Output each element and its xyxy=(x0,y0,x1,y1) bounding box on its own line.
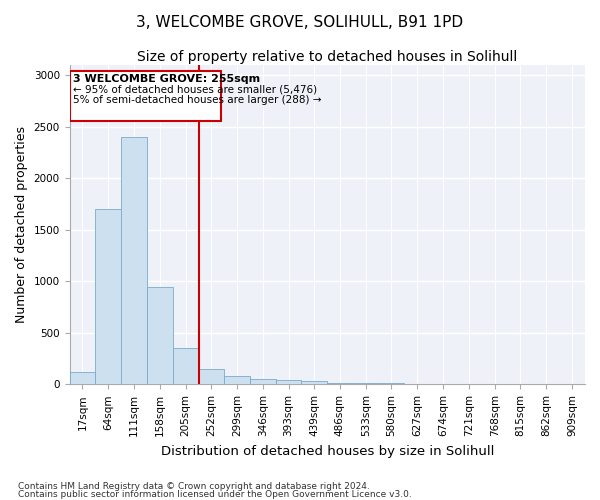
Bar xyxy=(327,383,353,384)
Text: 3 WELCOMBE GROVE: 255sqm: 3 WELCOMBE GROVE: 255sqm xyxy=(73,74,260,85)
Bar xyxy=(70,372,95,384)
Title: Size of property relative to detached houses in Solihull: Size of property relative to detached ho… xyxy=(137,50,517,64)
Text: ← 95% of detached houses are smaller (5,476): ← 95% of detached houses are smaller (5,… xyxy=(73,84,317,94)
Bar xyxy=(147,286,173,384)
Text: 5% of semi-detached houses are larger (288) →: 5% of semi-detached houses are larger (2… xyxy=(73,95,322,105)
Text: Contains HM Land Registry data © Crown copyright and database right 2024.: Contains HM Land Registry data © Crown c… xyxy=(18,482,370,491)
X-axis label: Distribution of detached houses by size in Solihull: Distribution of detached houses by size … xyxy=(161,444,494,458)
Text: Contains public sector information licensed under the Open Government Licence v3: Contains public sector information licen… xyxy=(18,490,412,499)
Bar xyxy=(95,210,121,384)
Bar xyxy=(173,348,199,384)
Y-axis label: Number of detached properties: Number of detached properties xyxy=(15,126,28,323)
Bar xyxy=(121,137,147,384)
Bar xyxy=(70,72,221,121)
Bar xyxy=(224,376,250,384)
Bar xyxy=(250,378,276,384)
Bar xyxy=(301,381,327,384)
Text: 3, WELCOMBE GROVE, SOLIHULL, B91 1PD: 3, WELCOMBE GROVE, SOLIHULL, B91 1PD xyxy=(136,15,464,30)
Bar xyxy=(199,369,224,384)
Bar xyxy=(276,380,301,384)
